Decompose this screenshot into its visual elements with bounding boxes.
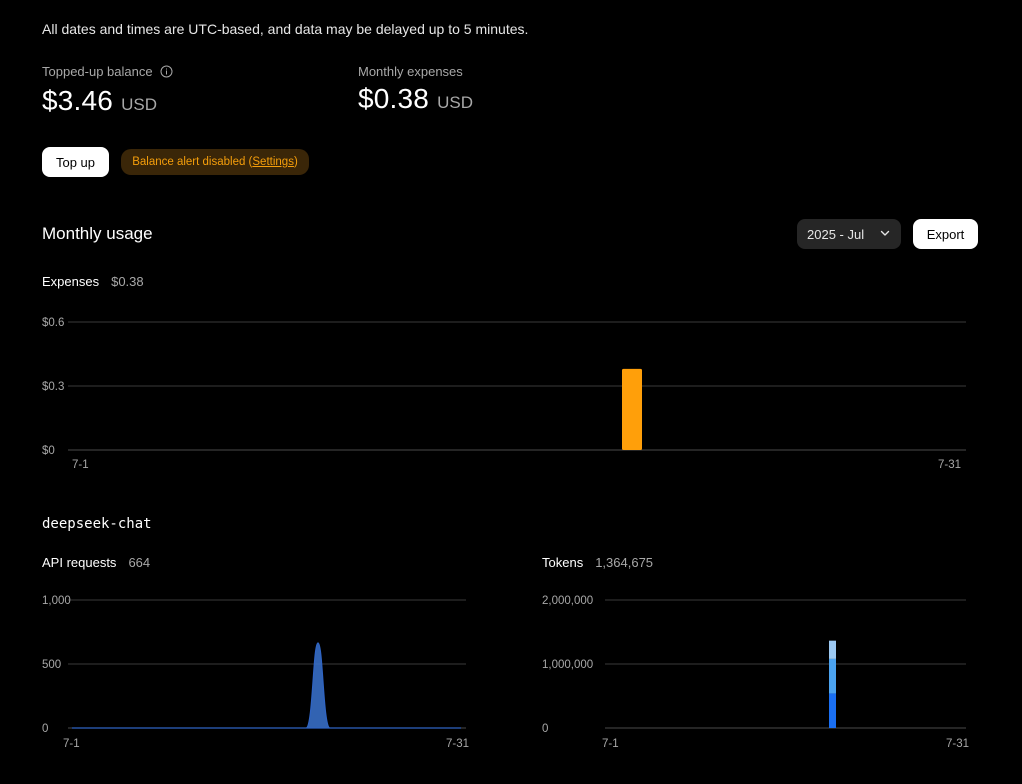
expenses-y-tick-top: $0.6 [42, 317, 64, 329]
balance-alert-suffix: ) [293, 156, 298, 168]
tokens-bar-segment-3 [829, 640, 836, 659]
expenses-x-tick-end: 7-31 [938, 459, 961, 471]
topped-up-balance-currency: USD [121, 94, 157, 114]
chevron-down-icon [879, 227, 891, 242]
monthly-expenses-amount: $0.38 [358, 83, 430, 114]
requests-area-series [72, 642, 461, 729]
tokens-value: 1,364,675 [595, 555, 654, 570]
api-requests-chart: 1,000 500 0 7-1 7-31 [42, 595, 469, 750]
expenses-y-tick-base: $0 [42, 445, 55, 457]
api-requests-metric: API requests 664 [42, 555, 150, 570]
info-icon[interactable] [160, 65, 173, 81]
tokens-bar-segment-2 [829, 658, 836, 694]
utc-notice: All dates and times are UTC-based, and d… [42, 21, 529, 37]
topped-up-balance-amount: $3.46 [42, 84, 114, 116]
top-up-button[interactable]: Top up [42, 147, 109, 177]
tokens-y-tick-base: 0 [542, 723, 548, 735]
tokens-x-tick-start: 7-1 [602, 738, 619, 750]
tokens-metric: Tokens 1,364,675 [542, 555, 653, 570]
monthly-expenses-currency: USD [437, 93, 473, 112]
monthly-expenses-label: Monthly expenses [358, 64, 463, 79]
tokens-chart: 2,000,000 1,000,000 0 7-1 7-31 [542, 595, 969, 750]
topped-up-balance: Topped-up balance $3.46 USD [42, 64, 173, 117]
balance-alert-badge: Balance alert disabled (Settings) [121, 149, 309, 175]
balance-alert-text: Balance alert disabled ( [132, 156, 253, 168]
topped-up-balance-label-text: Topped-up balance [42, 64, 153, 79]
requests-y-tick-mid: 500 [42, 659, 61, 671]
expenses-value: $0.38 [111, 274, 144, 289]
tokens-y-tick-top: 2,000,000 [542, 595, 593, 607]
tokens-x-tick-end: 7-31 [946, 738, 969, 750]
api-requests-value: 664 [128, 555, 151, 570]
requests-y-tick-base: 0 [42, 723, 48, 735]
month-select[interactable]: 2025 - Jul [797, 219, 901, 249]
expenses-x-tick-start: 7-1 [72, 459, 89, 471]
tokens-y-tick-mid: 1,000,000 [542, 659, 593, 671]
requests-x-tick-start: 7-1 [63, 738, 80, 750]
expenses-label: Expenses [42, 274, 100, 289]
topped-up-balance-label: Topped-up balance [42, 64, 173, 81]
requests-y-tick-top: 1,000 [42, 595, 71, 607]
export-button[interactable]: Export [913, 219, 978, 249]
api-requests-label: API requests [42, 555, 117, 570]
month-select-value: 2025 - Jul [807, 226, 865, 242]
tokens-label: Tokens [542, 555, 584, 570]
expenses-bar-7-19 [622, 368, 642, 450]
expenses-chart: $0.6 $0.3 $0 7-1 7-31 [42, 317, 966, 471]
tokens-bar-segment-1 [829, 693, 836, 728]
expenses-metric: Expenses $0.38 [42, 274, 144, 289]
expenses-y-tick-mid: $0.3 [42, 381, 64, 393]
monthly-usage-title: Monthly usage [42, 224, 153, 243]
settings-link[interactable]: Settings [252, 156, 294, 168]
monthly-expenses: Monthly expenses $0.38 USD [358, 64, 473, 115]
model-name: deepseek-chat [42, 516, 152, 532]
requests-x-tick-end: 7-31 [446, 738, 469, 750]
